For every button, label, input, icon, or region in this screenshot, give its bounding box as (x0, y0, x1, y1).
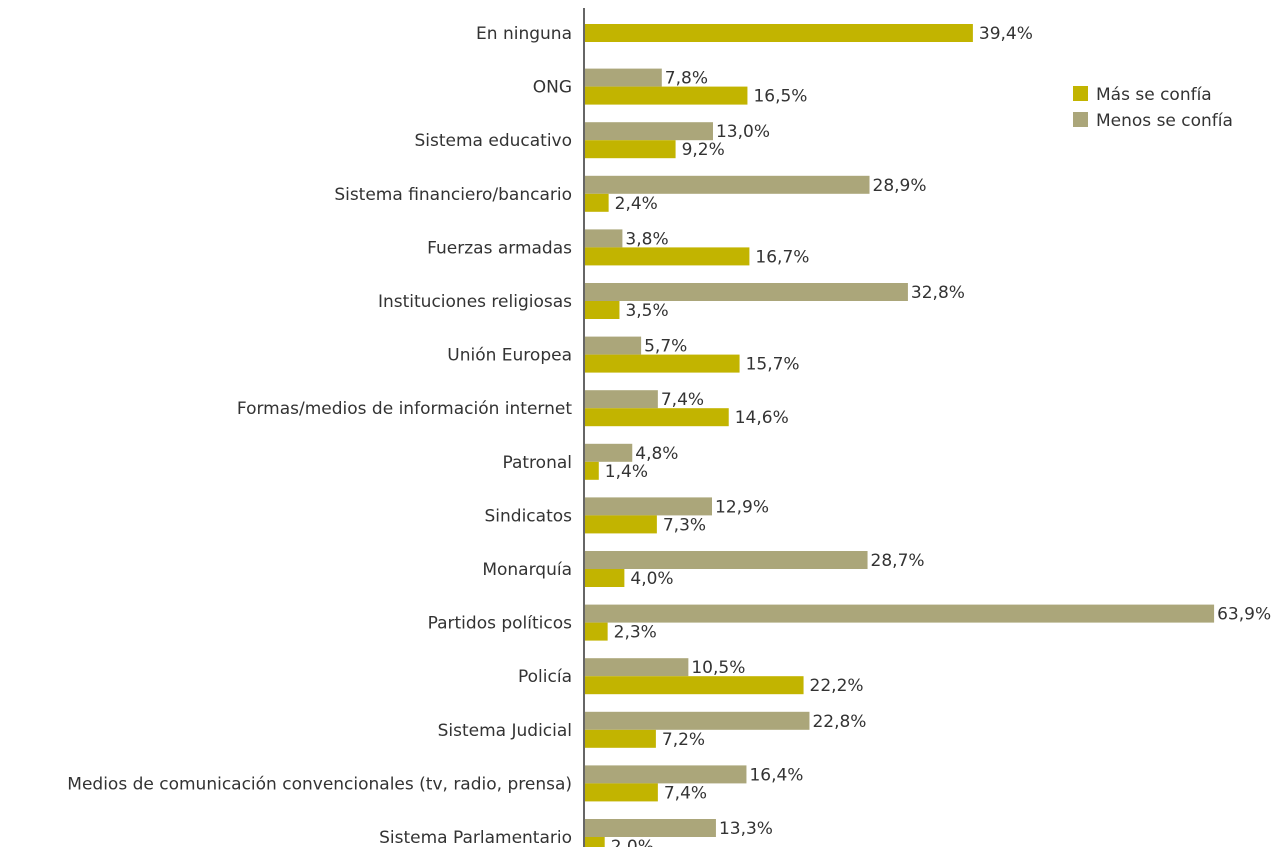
bar-mas-cat-2 (585, 140, 676, 159)
bar-mas-cat-5 (585, 301, 620, 319)
bar-mas-cat-6 (585, 354, 740, 373)
bar-menos-cat-13 (585, 711, 810, 730)
bar-menos-cat-1 (585, 68, 662, 87)
value-label-mas: 1,4% (605, 462, 648, 482)
bar-menos-cat-15 (585, 819, 716, 837)
value-label-menos: 13,3% (719, 819, 773, 839)
value-label-menos: 28,7% (871, 551, 925, 571)
bar-mas-cat-0 (585, 24, 973, 42)
bar-mas-cat-4 (585, 247, 750, 266)
category-label: Medios de comunicación convencionales (t… (67, 774, 572, 794)
bar-mas-cat-7 (585, 408, 729, 427)
value-label-mas: 39,4% (979, 24, 1033, 44)
bar-menos-cat-3 (585, 175, 870, 194)
legend-label-mas: Más se confía (1096, 85, 1212, 105)
bar-menos-cat-9 (585, 497, 713, 516)
bar-menos-cat-2 (585, 122, 713, 141)
bar-menos-cat-7 (585, 390, 658, 409)
value-label-mas: 7,2% (662, 730, 705, 750)
value-label-mas: 7,4% (664, 783, 707, 803)
value-label-menos: 32,8% (911, 283, 965, 303)
plot-area: En ninguna 39,4% ONG 7,8% 16,5% Sistema educa… (67, 24, 1271, 847)
value-label-mas: 4,0% (630, 569, 673, 589)
category-label: Instituciones religiosas (378, 292, 572, 312)
value-label-menos: 22,8% (812, 712, 866, 732)
legend-swatch-menos (1073, 112, 1088, 127)
bar-menos-cat-10 (585, 551, 868, 569)
value-label-mas: 7,3% (663, 515, 706, 535)
bar-menos-cat-4 (585, 229, 623, 248)
bar-menos-cat-11 (585, 604, 1215, 623)
category-label: Patronal (502, 453, 572, 473)
category-label: Policía (518, 667, 572, 687)
bar-mas-cat-1 (585, 86, 748, 105)
category-label: Sindicatos (485, 506, 573, 526)
bar-mas-cat-10 (585, 569, 625, 587)
bar-mas-cat-11 (585, 622, 608, 641)
value-label-menos: 13,0% (716, 122, 770, 142)
value-label-mas: 2,3% (614, 623, 657, 643)
legend-swatch-mas (1073, 86, 1088, 101)
bar-mas-cat-8 (585, 461, 599, 480)
bar-menos-cat-8 (585, 443, 633, 462)
value-label-mas: 9,2% (682, 140, 725, 160)
category-label: ONG (533, 78, 572, 98)
value-label-menos: 12,9% (715, 497, 769, 517)
value-label-menos: 7,8% (665, 69, 708, 89)
category-label: Unión Europea (447, 346, 572, 366)
category-label: Sistema educativo (414, 131, 572, 151)
value-label-menos: 7,4% (661, 390, 704, 410)
value-label-mas: 2,4% (615, 194, 658, 214)
category-label: En ninguna (476, 24, 572, 44)
value-label-menos: 28,9% (873, 176, 927, 196)
value-label-mas: 16,7% (755, 247, 809, 267)
legend-label-menos: Menos se confía (1096, 111, 1233, 131)
bar-menos-cat-6 (585, 336, 642, 355)
value-label-menos: 16,4% (749, 765, 803, 785)
bar-mas-cat-3 (585, 193, 609, 212)
value-label-menos: 4,8% (635, 444, 678, 464)
legend: Más se confía Menos se confía (1073, 85, 1233, 131)
category-label: Sistema Parlamentario (379, 828, 572, 847)
value-label-menos: 63,9% (1217, 605, 1271, 625)
value-label-menos: 10,5% (691, 658, 745, 678)
bar-menos-cat-14 (585, 765, 747, 784)
bar-menos-cat-12 (585, 658, 689, 677)
bar-mas-cat-13 (585, 729, 656, 748)
bar-mas-cat-14 (585, 783, 658, 802)
category-label: Sistema financiero/bancario (334, 185, 572, 205)
value-label-menos: 3,8% (625, 229, 668, 249)
bar-mas-cat-15 (585, 837, 605, 847)
category-label: Formas/medios de información internet (237, 399, 572, 419)
bar-mas-cat-9 (585, 515, 657, 534)
category-label: Partidos políticos (428, 614, 573, 634)
bar-mas-cat-12 (585, 676, 804, 695)
value-label-menos: 5,7% (644, 337, 687, 357)
category-label: Sistema Judicial (438, 721, 572, 741)
value-label-mas: 3,5% (625, 301, 668, 321)
value-label-mas: 15,7% (746, 355, 800, 375)
category-label: Fuerzas armadas (427, 238, 572, 258)
value-label-mas: 16,5% (753, 87, 807, 107)
category-label: Monarquía (482, 560, 572, 580)
bar-menos-cat-5 (585, 283, 908, 301)
value-label-mas: 14,6% (735, 408, 789, 428)
value-label-mas: 2,0% (611, 837, 654, 847)
value-label-mas: 22,2% (810, 676, 864, 696)
